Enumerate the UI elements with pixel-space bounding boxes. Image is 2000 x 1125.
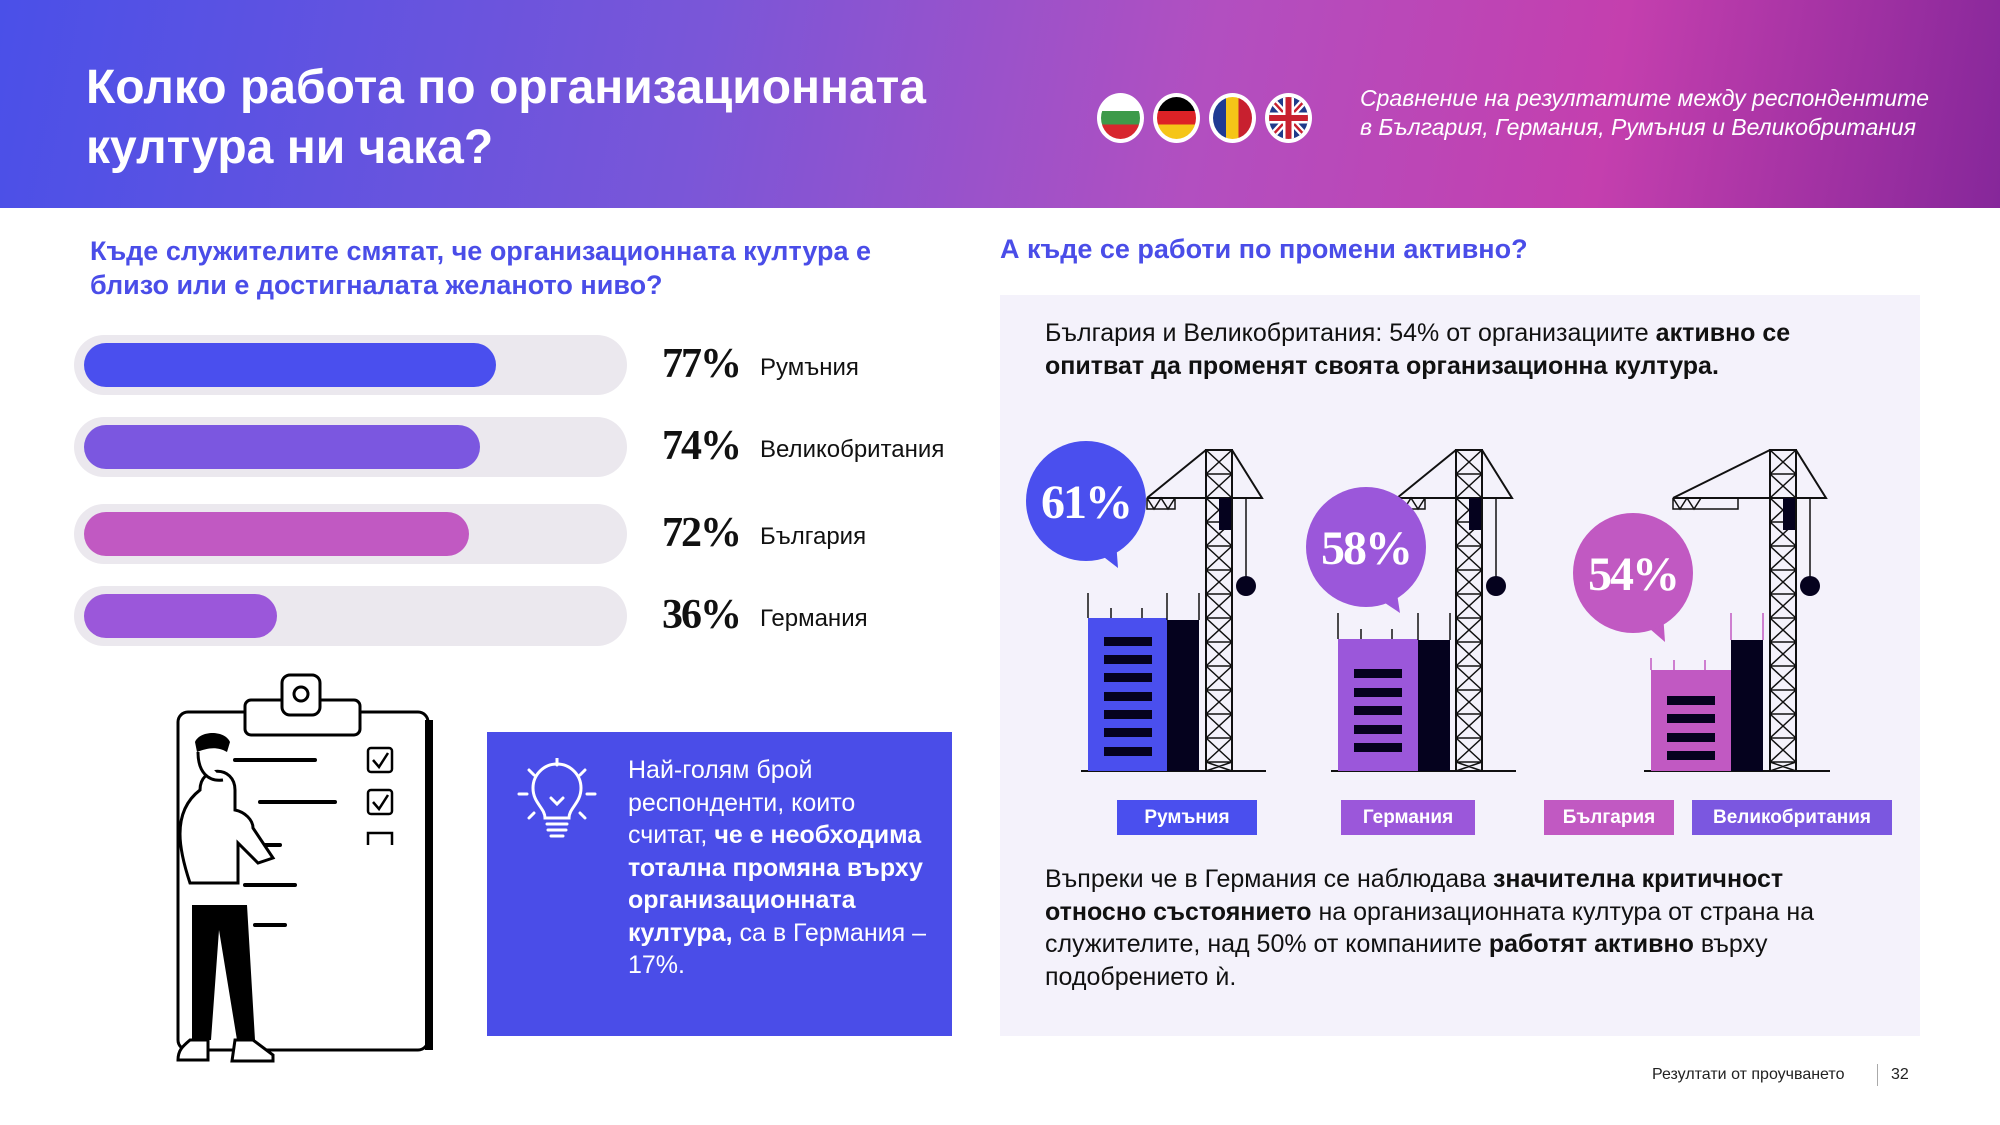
country-tag: Германия [1341,800,1475,835]
crane-jib [1396,449,1514,499]
subtitle-line: Сравнение на резултатите между респонден… [1360,85,1930,111]
insight-callout: Най-голям брой респонденти, които считат… [487,732,952,1036]
progress-fill [84,425,480,469]
wrecking-ball [1800,576,1820,596]
crane-counterweight [1469,498,1481,530]
window [1354,688,1402,697]
window [1354,706,1402,715]
wrecking-ball [1236,576,1256,596]
window [1354,669,1402,678]
text-run: са в Германия – 17%. [628,918,926,980]
progress-fill [84,594,277,638]
window [1667,733,1715,742]
window [1104,710,1152,719]
country-label: Румъния [760,354,859,381]
crane-lattice [1455,449,1483,772]
country-tag: Великобритания [1692,800,1892,835]
crane-percent-label: 58% [1321,522,1411,575]
clipboard-person-illustration [176,673,433,1063]
window [1104,747,1152,756]
crane-building-group: 58% [1306,449,1516,772]
window [1667,751,1715,760]
header-subtitle: Сравнение на резултатите между респонден… [1360,84,1929,142]
romania-flag-icon [1209,93,1256,143]
crane-building-group: 54% [1573,449,1830,772]
progress-track [74,417,627,477]
progress-fill [84,512,470,556]
text-run: на организационната култура от страна на… [1045,897,1815,959]
footer-divider [1877,1064,1878,1086]
subtitle-line: в България, Германия, Румъния и Великобр… [1360,114,1916,140]
percent-label: 77% [662,341,742,387]
crane-lattice [1205,449,1233,772]
crane-lattice [1769,449,1797,772]
country-tag: Румъния [1117,800,1257,835]
window [1104,637,1152,646]
crane-truss [1146,496,1176,511]
window [1667,714,1715,723]
speech-bubble [1573,513,1693,633]
building-dark [1731,640,1763,771]
window [1104,692,1152,701]
progress-fill [84,343,496,387]
left-heading: Къде служителите смятат, че организацион… [90,236,872,300]
right-heading: А къде се работи по промени активно? [1000,234,1528,264]
crane-percent-label: 61% [1041,476,1131,529]
percent-label: 36% [662,592,742,638]
window [1104,655,1152,664]
text-bold: работят активно [1488,930,1694,958]
scaffold-poles [1650,613,1764,670]
scaffold-poles [1087,593,1200,620]
text-bold: че е необходима тотална промяна върху ор… [628,821,923,947]
speech-bubble [1026,441,1146,561]
page-title: Колко работа по организационната култура… [86,61,926,174]
text-bold: активно се опитват да променят своята ор… [1045,319,1791,380]
speech-bubble [1306,487,1426,607]
window [1104,728,1152,737]
country-tag: България [1544,800,1674,835]
percent-label: 72% [662,510,742,556]
country-label: България [760,523,867,550]
scaffold-poles [1337,613,1451,640]
crane-building-group: 61% [1026,441,1266,772]
progress-track [74,586,627,646]
progress-track [74,335,627,395]
progress-track [74,504,627,564]
bulgaria-flag-icon [1097,93,1144,143]
crane-truss [1672,496,1739,511]
crane-percent-label: 54% [1588,548,1678,601]
panel-intro: България и Великобритания: 54% от органи… [1045,317,1885,382]
uk-flag-icon [1265,93,1312,143]
wrecking-ball [1486,576,1506,596]
text-bold: значителна критичност относно състояниет… [1045,865,1784,926]
crane-counterweight [1783,498,1795,530]
lightbulb-icon [517,758,597,838]
window [1354,725,1402,734]
flags [1097,93,1312,143]
cranes-illustration: 61% 58% 54% [1026,441,1830,772]
country-label: Германия [760,605,868,632]
window [1667,696,1715,705]
country-label: Великобритания [760,436,945,463]
building-dark [1167,620,1199,771]
text-run: върху подобрението ѝ. [1045,930,1768,991]
percent-label: 74% [662,423,742,469]
germany-flag-icon [1153,93,1200,143]
building-dark [1418,640,1450,771]
crane-jib [1672,449,1828,499]
panel-outro: Въпреки че в Германия се наблюдава значи… [1045,863,1885,993]
window [1104,673,1152,682]
crane-jib [1146,449,1264,499]
text-run: Най-голям брой респонденти, които считат… [628,756,856,849]
crane-counterweight [1219,498,1231,530]
footer-section: Резултати от проучването [1652,1066,1845,1083]
text-run: България и Великобритания: 54% от органи… [1045,319,1656,347]
insight-text: Най-голям брой респонденти, които считат… [628,754,928,982]
text-run: Въпреки че в Германия се наблюдава [1045,865,1493,893]
header-banner: Колко работа по организационната култура… [0,0,2000,208]
page-number: 32 [1891,1066,1909,1083]
window [1354,743,1402,752]
